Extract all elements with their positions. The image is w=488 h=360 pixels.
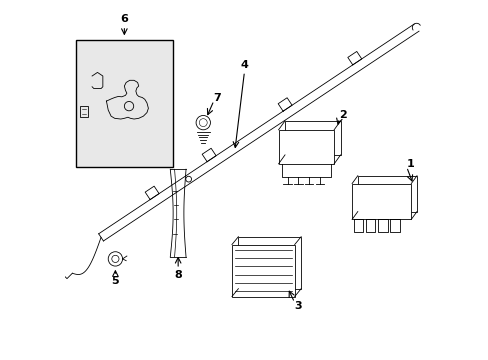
Bar [80, 106, 88, 117]
Text: 8: 8 [174, 270, 182, 280]
Bar [231, 244, 294, 297]
Text: 5: 5 [111, 276, 119, 286]
Text: 7: 7 [213, 93, 221, 103]
Bar [357, 176, 416, 212]
Bar [285, 121, 340, 155]
Text: 3: 3 [294, 301, 302, 311]
Text: 2: 2 [339, 111, 346, 121]
Bar [238, 237, 301, 289]
Bar [278, 130, 333, 164]
Text: 1: 1 [406, 159, 413, 169]
Polygon shape [106, 80, 148, 119]
Text: 6: 6 [120, 14, 128, 24]
Bar [351, 184, 410, 220]
Text: 4: 4 [240, 60, 248, 70]
Bar [76, 40, 172, 167]
